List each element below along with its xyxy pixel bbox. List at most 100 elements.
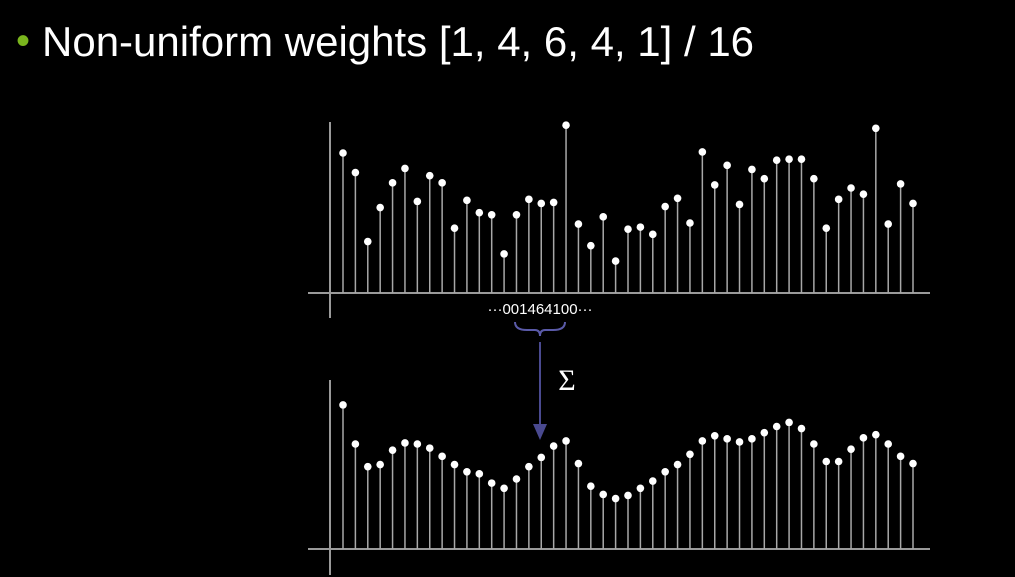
stem-dot — [810, 440, 818, 448]
stem-dot — [698, 437, 707, 445]
stem-dot — [686, 219, 694, 227]
stem-dot — [636, 223, 645, 231]
stem-dot — [909, 199, 917, 208]
stem-dot — [401, 439, 409, 447]
stem-dot — [772, 422, 781, 431]
stem-dot — [525, 195, 533, 204]
stem-dot — [624, 491, 632, 500]
slide-title: Non-uniform weights [1, 4, 6, 4, 1] / 16 — [42, 18, 754, 65]
stem-dot — [450, 460, 459, 469]
stem-dot — [673, 460, 682, 469]
stem-dot — [661, 202, 669, 211]
stem-dot — [735, 200, 744, 209]
stem-dot — [388, 179, 397, 187]
stem-dot — [698, 148, 707, 156]
stem-dot — [748, 435, 756, 443]
stem-dot — [847, 184, 855, 192]
stem-dot — [587, 241, 595, 250]
stem-dot — [425, 171, 434, 180]
stem-dot — [760, 428, 769, 437]
stem-dot — [339, 401, 347, 409]
stem-dot — [425, 444, 434, 452]
stem-dot — [847, 445, 855, 453]
stem-dot — [438, 452, 446, 461]
stem-dot — [512, 475, 521, 483]
stem-dot — [748, 165, 756, 174]
stem-dot — [500, 250, 508, 258]
stem-dot — [859, 434, 868, 442]
stem-dot — [611, 494, 620, 503]
stem-dot — [648, 230, 657, 239]
stem-dot — [562, 121, 570, 130]
stem-dot — [463, 196, 471, 205]
stem-dot — [413, 440, 422, 448]
stem-dot — [872, 430, 880, 439]
stem-dot — [760, 174, 769, 183]
stem-dot — [388, 446, 397, 454]
stem-dot — [648, 477, 657, 485]
stem-dot — [475, 470, 484, 478]
stem-dot — [351, 440, 360, 448]
stem-dot — [710, 181, 719, 189]
stem-dot — [859, 190, 868, 198]
stem-dot — [723, 435, 731, 443]
stem-dot — [487, 479, 496, 487]
stem-dot — [363, 462, 372, 471]
stem-dot — [785, 418, 793, 427]
stem-dot — [896, 180, 905, 188]
stem-dot — [636, 484, 645, 493]
stem-dot — [599, 213, 608, 221]
kernel-label: ···001464100··· — [487, 301, 592, 318]
stem-dot — [710, 431, 719, 440]
stem-dot — [450, 224, 459, 232]
stem-dot — [624, 225, 632, 233]
stem-dot — [822, 224, 831, 232]
stem-dot — [599, 490, 608, 499]
stem-dot — [401, 164, 409, 173]
stem-dot — [376, 203, 384, 212]
stem-dot — [896, 452, 905, 461]
stem-dot — [810, 174, 818, 183]
stem-dot — [549, 442, 558, 450]
stem-dot — [686, 450, 694, 459]
stem-dot — [797, 155, 806, 163]
stem-dot — [463, 467, 471, 476]
stem-dot — [549, 198, 558, 207]
stem-dot — [822, 457, 831, 466]
stem-dot — [574, 459, 583, 468]
stem-dot — [537, 453, 546, 462]
stem-dot — [723, 161, 731, 170]
stem-dot — [500, 484, 508, 493]
stem-dot — [673, 194, 682, 203]
stem-dot — [735, 438, 744, 446]
stem-dot — [785, 155, 793, 163]
stem-dot — [525, 462, 533, 471]
sum-label: Σ — [558, 364, 575, 397]
stem-dot — [413, 197, 422, 206]
stem-dot — [438, 179, 446, 187]
stem-dot — [884, 440, 893, 448]
stem-dot — [475, 208, 484, 217]
stem-dot — [487, 210, 496, 219]
stem-dot — [772, 156, 781, 165]
stem-dot — [376, 460, 384, 469]
stem-dot — [834, 195, 843, 204]
stem-dot — [797, 424, 806, 433]
arrow-head — [533, 424, 547, 440]
stem-dot — [872, 124, 880, 133]
brace — [514, 321, 566, 337]
bullet: • — [16, 19, 30, 63]
stem-dot — [884, 220, 893, 228]
stem-dot — [339, 149, 347, 157]
stem-dot — [363, 237, 372, 246]
stem-dot — [562, 437, 570, 445]
stem-dot — [661, 467, 669, 476]
stem-dot — [834, 457, 843, 466]
stem-dot — [537, 199, 546, 208]
stem-dot — [351, 168, 360, 177]
stem-dot — [611, 257, 620, 265]
stem-dot — [587, 482, 595, 491]
stem-dot — [512, 210, 521, 219]
stem-dot — [574, 220, 583, 228]
